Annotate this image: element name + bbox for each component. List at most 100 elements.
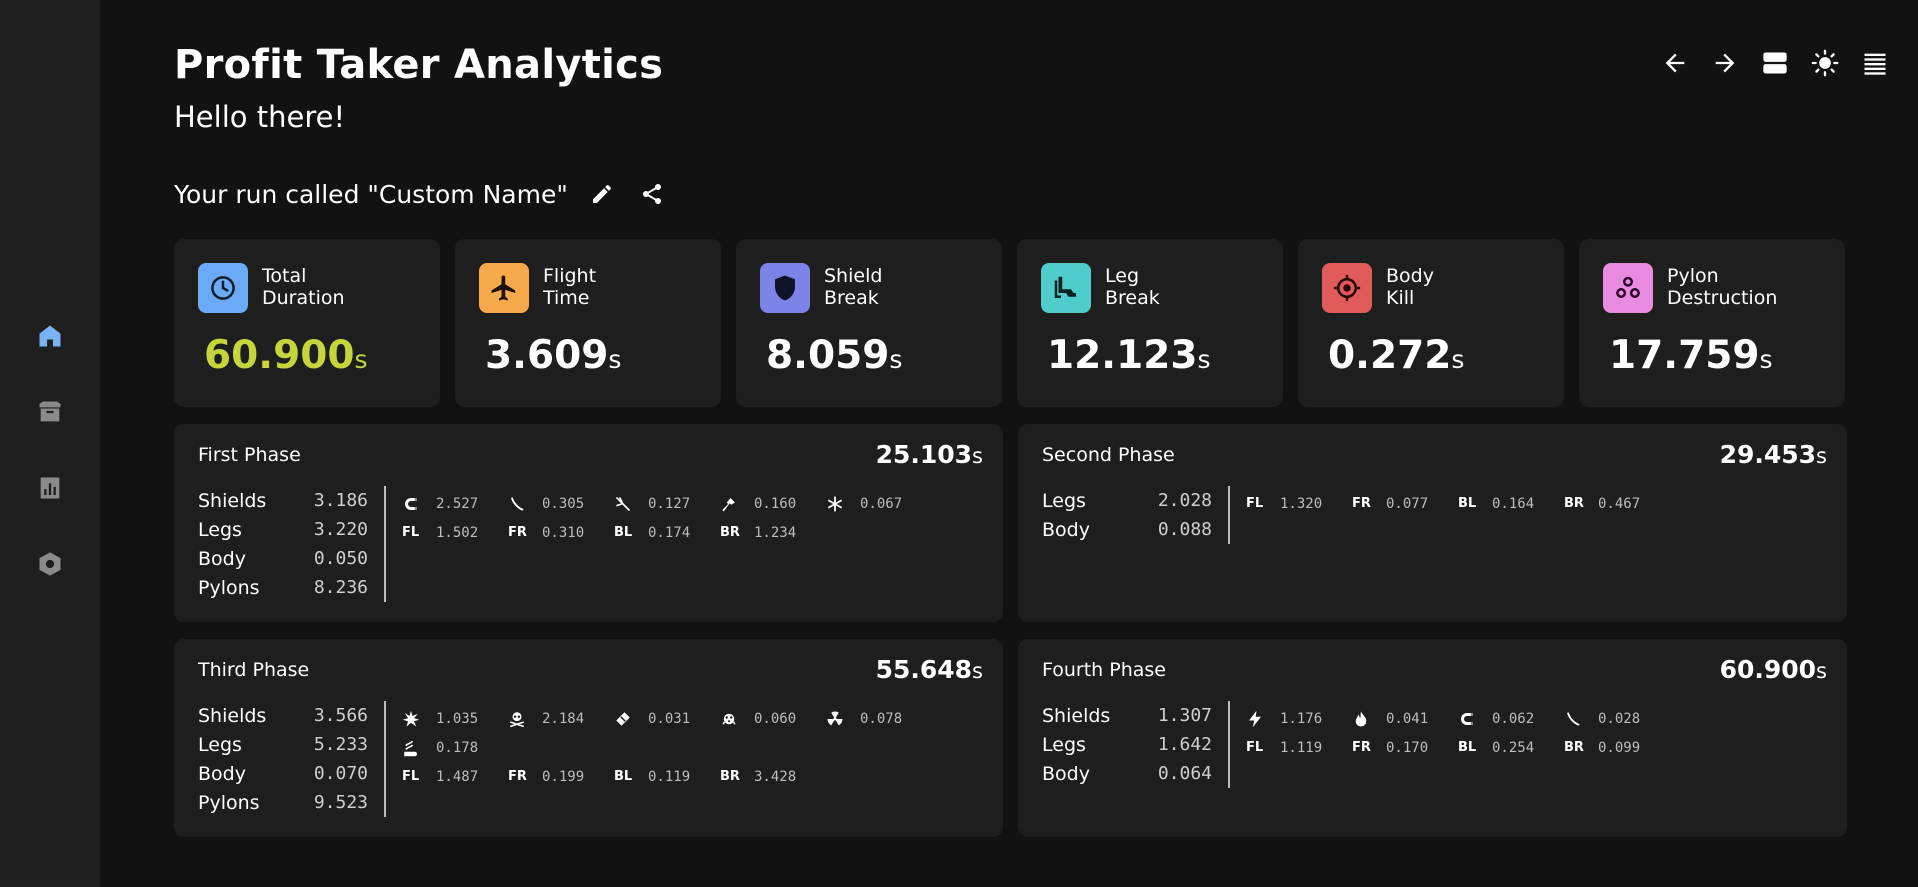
detail-value: 1.487 (436, 768, 479, 785)
airplane-icon (491, 275, 516, 301)
leg-label: FR (508, 769, 527, 784)
stat-name: Pylons (198, 791, 260, 814)
card-label-line1: Body (1386, 265, 1434, 287)
detail-row: FL 1.320 FR 0.077 BL 0.164 BR 0.467 (1246, 489, 1670, 518)
card-value-unit: s (608, 345, 622, 374)
detail-value: 0.199 (542, 768, 585, 785)
stat-value: 0.050 (313, 548, 368, 569)
stat-value: 0.064 (1157, 763, 1212, 784)
detail-icon (826, 494, 848, 514)
detail-value: 0.062 (1492, 710, 1535, 727)
magnet-icon (405, 497, 417, 510)
detail-value: 0.160 (754, 495, 797, 512)
detail-item: BR 3.428 (720, 769, 826, 785)
nav-storage[interactable] (32, 394, 68, 430)
detail-value: 0.178 (436, 739, 479, 756)
detail-row: 2.527 0.305 0.127 0.160 0.067 (402, 489, 932, 518)
stat-name: Shields (198, 489, 267, 512)
leg-label: FR (508, 525, 527, 540)
detail-item: 0.127 (614, 494, 720, 514)
arrow-right-icon (1715, 53, 1735, 73)
previous-run-button[interactable] (1660, 48, 1690, 78)
list-view-button[interactable] (1860, 48, 1890, 78)
detail-value: 1.502 (436, 524, 479, 541)
detail-value: 1.234 (754, 524, 797, 541)
stat-row: Shields 3.566 (198, 701, 368, 730)
phase-total-unit: s (1816, 659, 1827, 683)
stat-row: Body 0.064 (1042, 759, 1212, 788)
leg-label: BL (614, 769, 633, 784)
detail-item: 0.062 (1458, 709, 1564, 729)
leg-icon (1054, 276, 1076, 298)
detail-item: 0.160 (720, 494, 826, 514)
card-label: Flight Time (543, 263, 596, 309)
leg-label: FL (402, 525, 420, 540)
card-value-unit: s (354, 345, 368, 374)
detail-icon (508, 709, 530, 729)
sun-icon (1811, 49, 1839, 77)
detail-row: FL 1.119 FR 0.170 BL 0.254 BR 0.099 (1246, 733, 1670, 762)
detail-value: 2.184 (542, 710, 585, 727)
card-label-line2: Break (824, 287, 879, 309)
nav-analytics[interactable] (32, 470, 68, 506)
phase-total-unit: s (972, 659, 983, 683)
greeting: Hello there! (174, 100, 346, 134)
detail-value: 0.078 (860, 710, 903, 727)
detail-item: FR 0.199 (508, 769, 614, 785)
stat-name: Legs (1042, 489, 1086, 512)
card-value-unit: s (1759, 345, 1773, 374)
phase-stats: Shields 1.307 Legs 1.642 Body 0.064 (1042, 701, 1230, 788)
leg-label: BR (1564, 496, 1584, 511)
card-label-line1: Total (262, 265, 307, 287)
detail-row: 1.176 0.041 0.062 0.028 (1246, 704, 1670, 733)
stat-name: Body (1042, 518, 1090, 541)
detail-icon (508, 494, 530, 514)
stat-name: Pylons (198, 576, 260, 599)
detail-item: BL 0.119 (614, 769, 720, 785)
layout-toggle-button[interactable] (1760, 48, 1790, 78)
stat-name: Legs (198, 518, 242, 541)
phase-title: Fourth Phase (1042, 659, 1166, 681)
theme-toggle-button[interactable] (1810, 48, 1840, 78)
detail-row: 1.035 2.184 0.031 0.060 0.078 (402, 704, 932, 733)
edit-run-name-button[interactable] (586, 178, 618, 210)
detail-value: 1.320 (1280, 495, 1323, 512)
phase-total: 29.453s (1720, 440, 1827, 469)
blast-icon (402, 710, 420, 726)
phase-body: Shields 3.566 Legs 5.233 Body 0.070 Pylons 9.52… (198, 701, 932, 817)
card-label-line2: Kill (1386, 287, 1415, 309)
detail-item: FR 0.310 (508, 525, 614, 541)
card-value: 60.900s (198, 333, 416, 378)
list-icon (1864, 53, 1886, 75)
detail-value: 0.164 (1492, 495, 1535, 512)
nav-settings[interactable] (32, 546, 68, 582)
card-badge (479, 263, 529, 313)
leg-label: FL (1246, 496, 1264, 511)
arrow-left-icon (1665, 53, 1685, 73)
stat-row: Body 0.088 (1042, 515, 1212, 544)
corrosive-icon (616, 711, 630, 726)
stat-row: Shields 3.186 (198, 486, 368, 515)
detail-item: 1.035 (402, 709, 508, 729)
detail-item: 0.028 (1564, 709, 1670, 729)
run-name-label: Your run called "Custom Name" (174, 179, 568, 209)
toolbar (1660, 48, 1890, 78)
card-badge (1322, 263, 1372, 313)
nav-home[interactable] (32, 318, 68, 354)
detail-value: 0.028 (1598, 710, 1641, 727)
card-label: Leg Break (1105, 263, 1160, 309)
phase-body: Legs 2.028 Body 0.088 FL 1.320 FR 0.077 BL 0.164 B… (1042, 486, 1670, 544)
leg-label: BR (720, 525, 740, 540)
detail-icon (720, 709, 742, 729)
summary-card-duration: Total Duration 60.900s (174, 239, 440, 407)
phase-body: Shields 3.186 Legs 3.220 Body 0.050 Pylons 8.23… (198, 486, 932, 602)
next-run-button[interactable] (1710, 48, 1740, 78)
stat-value: 5.233 (313, 734, 368, 755)
stat-value: 9.523 (313, 792, 368, 813)
detail-value: 1.176 (1280, 710, 1323, 727)
share-run-button[interactable] (636, 178, 668, 210)
home-icon (39, 325, 61, 347)
detail-item: FL 1.487 (402, 769, 508, 785)
stat-row: Pylons 9.523 (198, 788, 368, 817)
stat-value: 0.070 (313, 763, 368, 784)
